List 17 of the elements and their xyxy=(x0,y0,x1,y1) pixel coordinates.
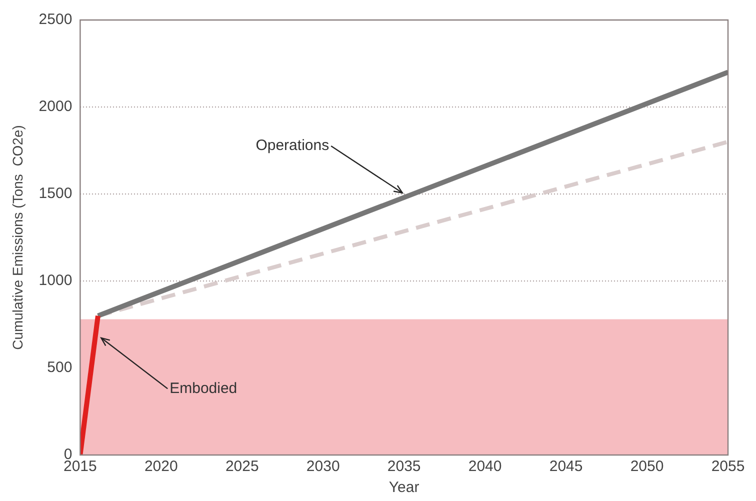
y-tick-label: 2500 xyxy=(38,11,72,28)
x-tick-label: 2055 xyxy=(711,458,745,476)
y-tick-label: 1500 xyxy=(38,185,72,202)
x-tick-label: 2025 xyxy=(225,458,259,476)
y-tick-label: 2000 xyxy=(38,98,72,116)
y-tick-label: 500 xyxy=(47,359,72,376)
annotation: Embodied xyxy=(170,380,238,397)
x-axis-title: Year xyxy=(388,479,420,496)
x-tick-label: 2035 xyxy=(387,458,421,476)
x-tick-label: 2040 xyxy=(468,458,502,476)
annotation: Operations xyxy=(256,137,330,154)
x-tick-label: 2030 xyxy=(306,458,340,476)
x-tick-label: 2020 xyxy=(144,458,178,476)
y-axis-title: Cumulative Emissions (Tons CO2e) xyxy=(9,125,26,350)
x-tick-label: 2050 xyxy=(630,458,664,476)
y-tick-label: 1000 xyxy=(38,272,72,290)
x-tick-label: 2045 xyxy=(549,458,583,476)
